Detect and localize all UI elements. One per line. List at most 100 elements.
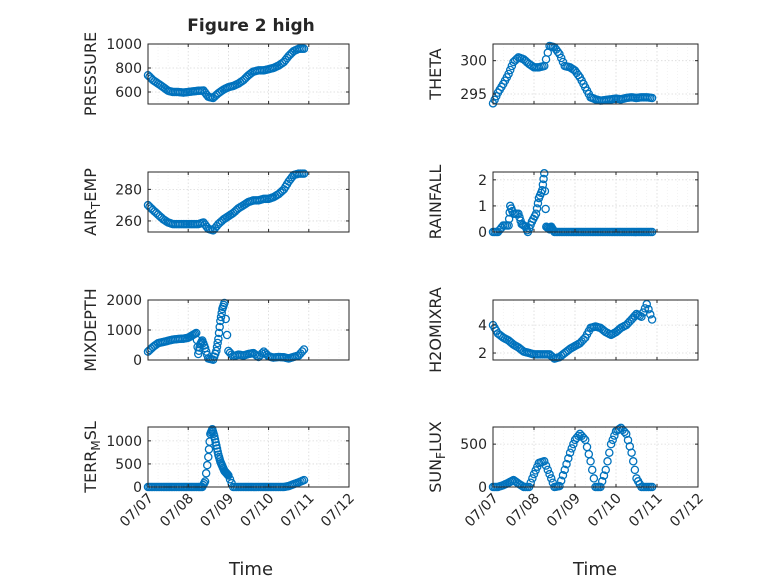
subplot-6: 4 2 H2OMIXRA <box>426 287 699 373</box>
y-tick-label: 600 <box>115 85 142 101</box>
y-tick-label: 0 <box>478 480 487 496</box>
y-tick-label: 500 <box>460 437 487 453</box>
y-tick-label: 1000 <box>106 434 142 450</box>
data-point <box>215 322 224 332</box>
data-point <box>637 312 646 321</box>
data-point <box>647 315 657 324</box>
data-point <box>540 186 550 196</box>
data-point <box>217 308 226 318</box>
axes-box <box>492 171 699 233</box>
data-point <box>620 427 629 437</box>
data-point <box>646 310 655 319</box>
data-point <box>505 65 515 75</box>
data-point <box>504 69 513 79</box>
data-point <box>565 448 575 457</box>
data-point <box>222 330 232 340</box>
data-point <box>556 476 566 485</box>
data-point <box>216 316 225 326</box>
data-point <box>299 44 309 54</box>
subplot-3: 280 260 AIRTEMP <box>81 168 350 236</box>
data-point <box>546 474 556 483</box>
y-tick-label: 1000 <box>106 323 142 339</box>
y-axis-label: THETA <box>426 48 445 100</box>
data-point <box>556 53 566 63</box>
data-point <box>543 465 553 475</box>
data-point <box>555 481 564 491</box>
data-point <box>202 460 212 470</box>
data-point <box>586 457 595 466</box>
y-tick-label: 500 <box>115 457 142 473</box>
subplot-5: 2000 1000 0 MIXDEPTH <box>81 288 350 372</box>
data-point <box>528 474 537 483</box>
y-tick-label: 260 <box>115 214 142 230</box>
y-axis-label: SUNFLUX <box>426 421 448 493</box>
y-axis-label: TERRMSL <box>81 421 103 494</box>
data-point <box>212 342 222 352</box>
data-point <box>533 199 543 208</box>
data-point <box>214 334 223 344</box>
data-point <box>541 461 551 470</box>
y-tick-label: 0 <box>478 225 487 241</box>
data-point <box>201 469 211 478</box>
data-point <box>297 347 307 356</box>
data-point <box>647 93 657 103</box>
y-tick-label: 0 <box>133 480 142 496</box>
data-point <box>531 209 541 218</box>
data-point <box>216 312 226 322</box>
data-point <box>553 47 563 57</box>
data-point <box>299 345 309 354</box>
axes-box <box>147 171 350 233</box>
data-point <box>539 174 548 184</box>
data-point <box>545 469 554 479</box>
data-point <box>640 304 650 313</box>
data-point <box>541 204 550 214</box>
data-point <box>221 314 230 324</box>
y-tick-label: 1000 <box>106 37 142 53</box>
y-tick-label: 1 <box>478 199 487 215</box>
data-point <box>224 471 233 480</box>
data-point <box>567 444 576 453</box>
data-point <box>564 454 573 463</box>
data-point <box>504 221 513 230</box>
y-tick-label: 800 <box>115 61 142 77</box>
y-axis-label: MIXDEPTH <box>81 288 100 371</box>
data-point <box>574 431 583 441</box>
data-point <box>200 477 210 486</box>
data-point <box>213 338 222 348</box>
axes-box <box>147 426 350 488</box>
y-axis-label: AIRTEMP <box>81 168 103 236</box>
y-tick-label: 0 <box>133 353 142 369</box>
data-point <box>526 478 535 487</box>
data-point <box>532 204 542 213</box>
data-point <box>540 169 549 178</box>
data-point <box>599 471 609 480</box>
data-point <box>608 435 617 445</box>
y-tick-label: 2 <box>478 346 487 362</box>
x-axis-label-left: Time <box>228 559 273 580</box>
y-axis-label: H2OMIXRA <box>426 287 445 373</box>
data-point <box>562 459 571 469</box>
data-point <box>630 465 640 475</box>
data-point <box>603 457 612 466</box>
data-point <box>579 433 588 443</box>
axes-box <box>147 43 350 105</box>
x-axis-label-right: Time <box>572 559 617 580</box>
data-point <box>555 49 564 59</box>
data-point <box>558 471 568 480</box>
data-point <box>560 465 570 475</box>
data-point <box>627 448 636 457</box>
y-tick-label: 300 <box>460 54 487 70</box>
data-point <box>299 475 309 485</box>
subplot-4: 2 1 0 RAINFALL <box>426 165 699 241</box>
data-point <box>252 351 262 360</box>
y-tick-label: 2000 <box>106 293 142 309</box>
y-tick-label: 295 <box>460 87 487 103</box>
y-axis-label: PRESSURE <box>81 32 100 116</box>
subplot-2: 300 295 THETA <box>426 41 699 108</box>
data-point <box>642 299 652 309</box>
y-tick-label: 280 <box>115 182 142 198</box>
data-point <box>299 169 309 178</box>
data-point <box>606 439 616 449</box>
data-point <box>597 477 607 486</box>
